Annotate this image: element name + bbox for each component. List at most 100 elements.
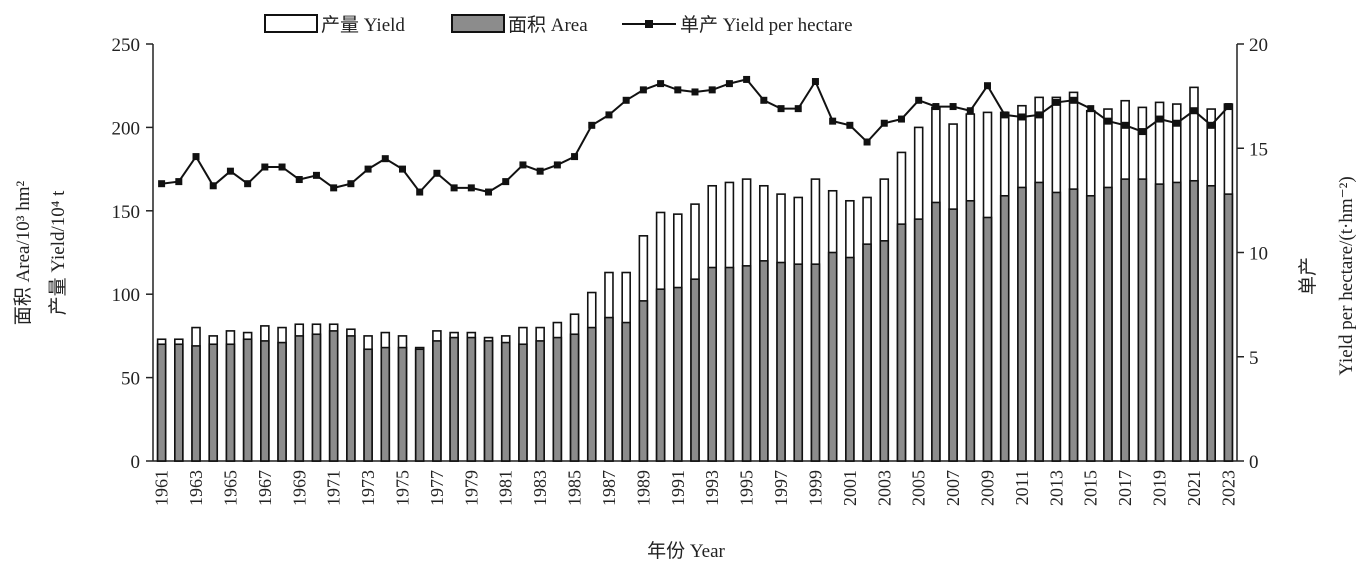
y-right-title-line1: 单产: [1297, 257, 1319, 295]
x-tick-label: 1983: [530, 470, 550, 506]
yield-per-hectare-point: [175, 178, 183, 186]
left-tick-label: 50: [121, 369, 140, 390]
area-bar: [569, 333, 580, 462]
area-bar: [277, 341, 287, 462]
x-tick-label: 2015: [1081, 470, 1101, 506]
yield-per-hectare-point: [639, 86, 647, 94]
area-bar: [414, 348, 425, 462]
x-tick-label: 2001: [840, 470, 860, 506]
area-bar: [208, 343, 219, 462]
area-bar: [827, 251, 838, 462]
left-tick-label: 150: [112, 202, 141, 223]
x-tick-label: 1961: [152, 470, 172, 506]
x-tick-label: 1963: [186, 470, 206, 506]
x-tick-label: 1967: [255, 470, 275, 506]
area-bar: [363, 348, 373, 462]
area-bar: [242, 338, 253, 462]
yield-per-hectare-point: [1087, 105, 1095, 113]
area-bar: [845, 256, 855, 462]
x-tick-label: 1981: [496, 470, 516, 506]
left-tick-label: 200: [112, 118, 141, 139]
yield-per-hectare-point: [932, 103, 940, 111]
area-bar: [483, 340, 494, 462]
left-tick-label: 250: [112, 35, 141, 56]
area-bar: [948, 208, 958, 462]
area-bar: [862, 243, 872, 462]
area-bar: [999, 194, 1010, 462]
x-tick-label: 2003: [874, 470, 894, 506]
yield-per-hectare-point: [1224, 103, 1232, 111]
area-bar: [931, 201, 941, 462]
area-bar: [1137, 178, 1148, 462]
y-left-title-line2: 产量 Yield/10⁴ t: [47, 190, 69, 316]
yield-per-hectare-point: [244, 180, 252, 188]
area-bar: [965, 199, 976, 462]
legend-yield-label: 产量 Yield: [321, 14, 405, 36]
yield-per-hectare-point: [725, 80, 733, 88]
yield-per-hectare-point: [553, 161, 561, 169]
area-bar: [174, 343, 184, 462]
yield-per-hectare-point: [1001, 111, 1009, 119]
area-bar: [896, 223, 907, 462]
yield-per-hectare-point: [863, 138, 871, 146]
x-tick-label: 1985: [565, 470, 585, 506]
area-bar: [672, 286, 683, 462]
yield-per-hectare-point: [1138, 128, 1146, 136]
area-bar: [982, 216, 993, 462]
yield-per-hectare-point: [760, 96, 768, 104]
area-bar: [1206, 184, 1216, 462]
x-tick-label: 1977: [427, 470, 447, 506]
legend: 产量 Yield 面积 Area 单产 Yield per hectare: [264, 14, 853, 36]
area-bar: [328, 330, 339, 462]
area-bar: [397, 346, 408, 462]
area-bar: [655, 288, 666, 462]
yield-per-hectare-point: [794, 105, 802, 113]
x-tick-label: 2013: [1046, 470, 1066, 506]
yield-per-hectare-line: [161, 78, 1230, 194]
area-bar: [690, 278, 700, 462]
x-tick-label: 1971: [324, 470, 344, 506]
x-tick-label: 2021: [1184, 470, 1204, 506]
right-tick-label: 15: [1249, 139, 1268, 160]
area-bar: [759, 260, 769, 462]
right-tick-label: 10: [1249, 244, 1268, 265]
yield-per-hectare-point: [674, 86, 682, 94]
right-tick-label: 5: [1249, 348, 1259, 369]
x-tick-label: 1999: [805, 470, 825, 506]
legend-area-label: 面积 Area: [508, 14, 588, 36]
yield-per-hectare-point: [261, 163, 269, 171]
legend-area-swatch: [451, 14, 505, 33]
x-tick-label: 2009: [978, 470, 998, 506]
right-tick-label: 0: [1249, 452, 1259, 473]
x-tick-label: 2019: [1150, 470, 1170, 506]
yield-per-hectare-point: [846, 121, 854, 129]
x-axis-title: 年份 Year: [647, 540, 725, 562]
yield-per-hectare-point: [347, 180, 355, 188]
left-tick-label: 100: [112, 285, 141, 306]
yield-per-hectare-point: [829, 117, 837, 125]
legend-line-marker: [645, 20, 653, 28]
area-bar: [1051, 191, 1062, 462]
x-tick-label: 1991: [668, 470, 688, 506]
y-right-title-line2: Yield per hectare/(t·hm⁻²): [1336, 176, 1357, 375]
legend-line-label: 单产 Yield per hectare: [680, 14, 853, 36]
legend-yield-swatch: [264, 14, 318, 33]
yield-per-hectare-point: [158, 180, 166, 188]
yield-per-hectare-point: [416, 188, 424, 196]
area-bar: [879, 240, 890, 462]
yield-per-hectare-point: [519, 161, 527, 169]
x-tick-label: 1979: [461, 470, 481, 506]
yield-per-hectare-point: [485, 188, 493, 196]
area-bar: [793, 263, 804, 462]
yield-per-hectare-point: [364, 165, 372, 173]
area-bar: [552, 336, 563, 462]
yield-per-hectare-point: [1156, 115, 1164, 123]
yield-per-hectare-point: [811, 78, 819, 86]
area-bar: [518, 343, 528, 462]
yield-per-hectare-point: [278, 163, 286, 171]
yield-per-hectare-point: [1018, 113, 1026, 121]
yield-per-hectare-point: [588, 121, 596, 129]
left-tick-label: 0: [131, 452, 141, 473]
area-bar: [1017, 186, 1027, 462]
